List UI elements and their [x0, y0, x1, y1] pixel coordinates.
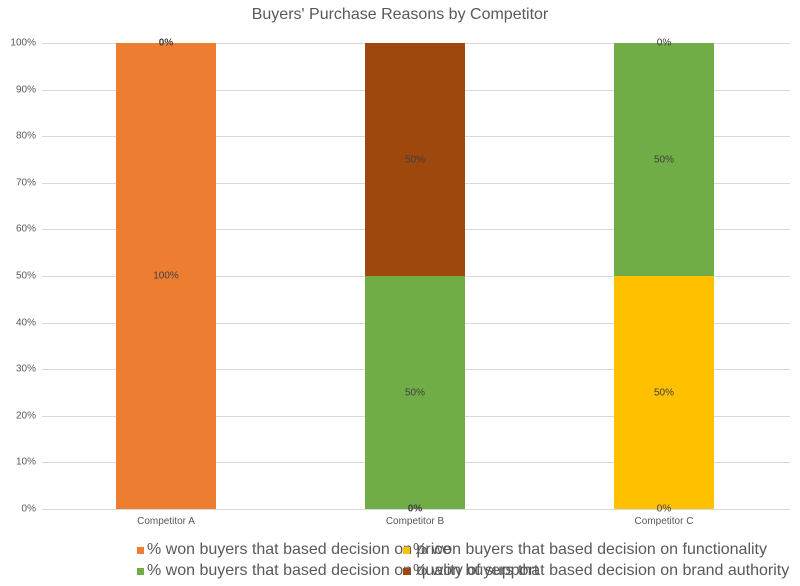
chart-title: Buyers' Purchase Reasons by Competitor — [251, 6, 549, 23]
x-label-competitor-a: Competitor A — [137, 516, 195, 527]
data-label: 0% — [407, 503, 423, 515]
y-tick: 50% — [15, 270, 36, 282]
data-label: 0% — [656, 37, 672, 49]
legend-swatch-icon — [403, 547, 410, 554]
y-tick: 30% — [15, 363, 36, 375]
y-tick: 40% — [15, 317, 36, 329]
legend-label: % won buyers that based decision on bran… — [413, 562, 790, 579]
data-label: 50% — [404, 387, 425, 398]
legend-label: % won buyers that based decision on qual… — [147, 562, 539, 579]
y-tick: 70% — [15, 177, 36, 189]
data-label: 50% — [404, 154, 425, 165]
y-tick: 60% — [15, 223, 36, 235]
legend-item-quality-of-support[interactable]: % won buyers that based decision on qual… — [137, 562, 538, 580]
legend-swatch-icon — [137, 568, 144, 575]
y-tick: 90% — [15, 84, 36, 96]
legend-swatch-icon — [137, 547, 144, 554]
x-label-competitor-b: Competitor B — [385, 516, 445, 527]
segment-functionality[interactable] — [614, 276, 714, 509]
legend-label: % won buyers that based decision on pric… — [147, 541, 452, 558]
legend-item-brand-authority[interactable]: % won buyers that based decision on bran… — [403, 562, 789, 580]
segment-quality-of-support[interactable] — [365, 276, 465, 509]
x-axis-line — [42, 509, 790, 510]
segment-price[interactable] — [116, 43, 216, 509]
data-label: 50% — [653, 154, 674, 165]
legend-swatch-icon — [403, 568, 410, 575]
y-tick: 0% — [21, 503, 36, 515]
legend-item-functionality[interactable]: % won buyers that based decision on func… — [403, 541, 767, 559]
bar-competitor-a[interactable]: 100% 0% — [116, 38, 216, 509]
y-tick: 20% — [15, 410, 36, 422]
data-label: 0% — [656, 503, 672, 515]
legend-item-price[interactable]: % won buyers that based decision on pric… — [137, 541, 451, 559]
legend-label: % won buyers that based decision on func… — [413, 541, 767, 558]
bar-competitor-c[interactable]: 50% 50% 0% 0% — [614, 38, 714, 515]
data-label: 100% — [153, 270, 179, 282]
x-label-competitor-c: Competitor C — [634, 516, 694, 527]
segment-quality-of-support[interactable] — [614, 43, 714, 276]
plot-area: 100% 0% 50% 50% 0% 50% 50% 0% 0% — [42, 38, 790, 515]
y-tick: 10% — [15, 456, 36, 468]
y-tick: 100% — [10, 37, 36, 49]
segment-brand-authority[interactable] — [365, 43, 465, 276]
y-tick: 80% — [15, 130, 36, 142]
data-label: 50% — [653, 387, 674, 398]
bar-competitor-b[interactable]: 50% 50% 0% — [365, 43, 465, 515]
data-label: 0% — [158, 37, 174, 49]
